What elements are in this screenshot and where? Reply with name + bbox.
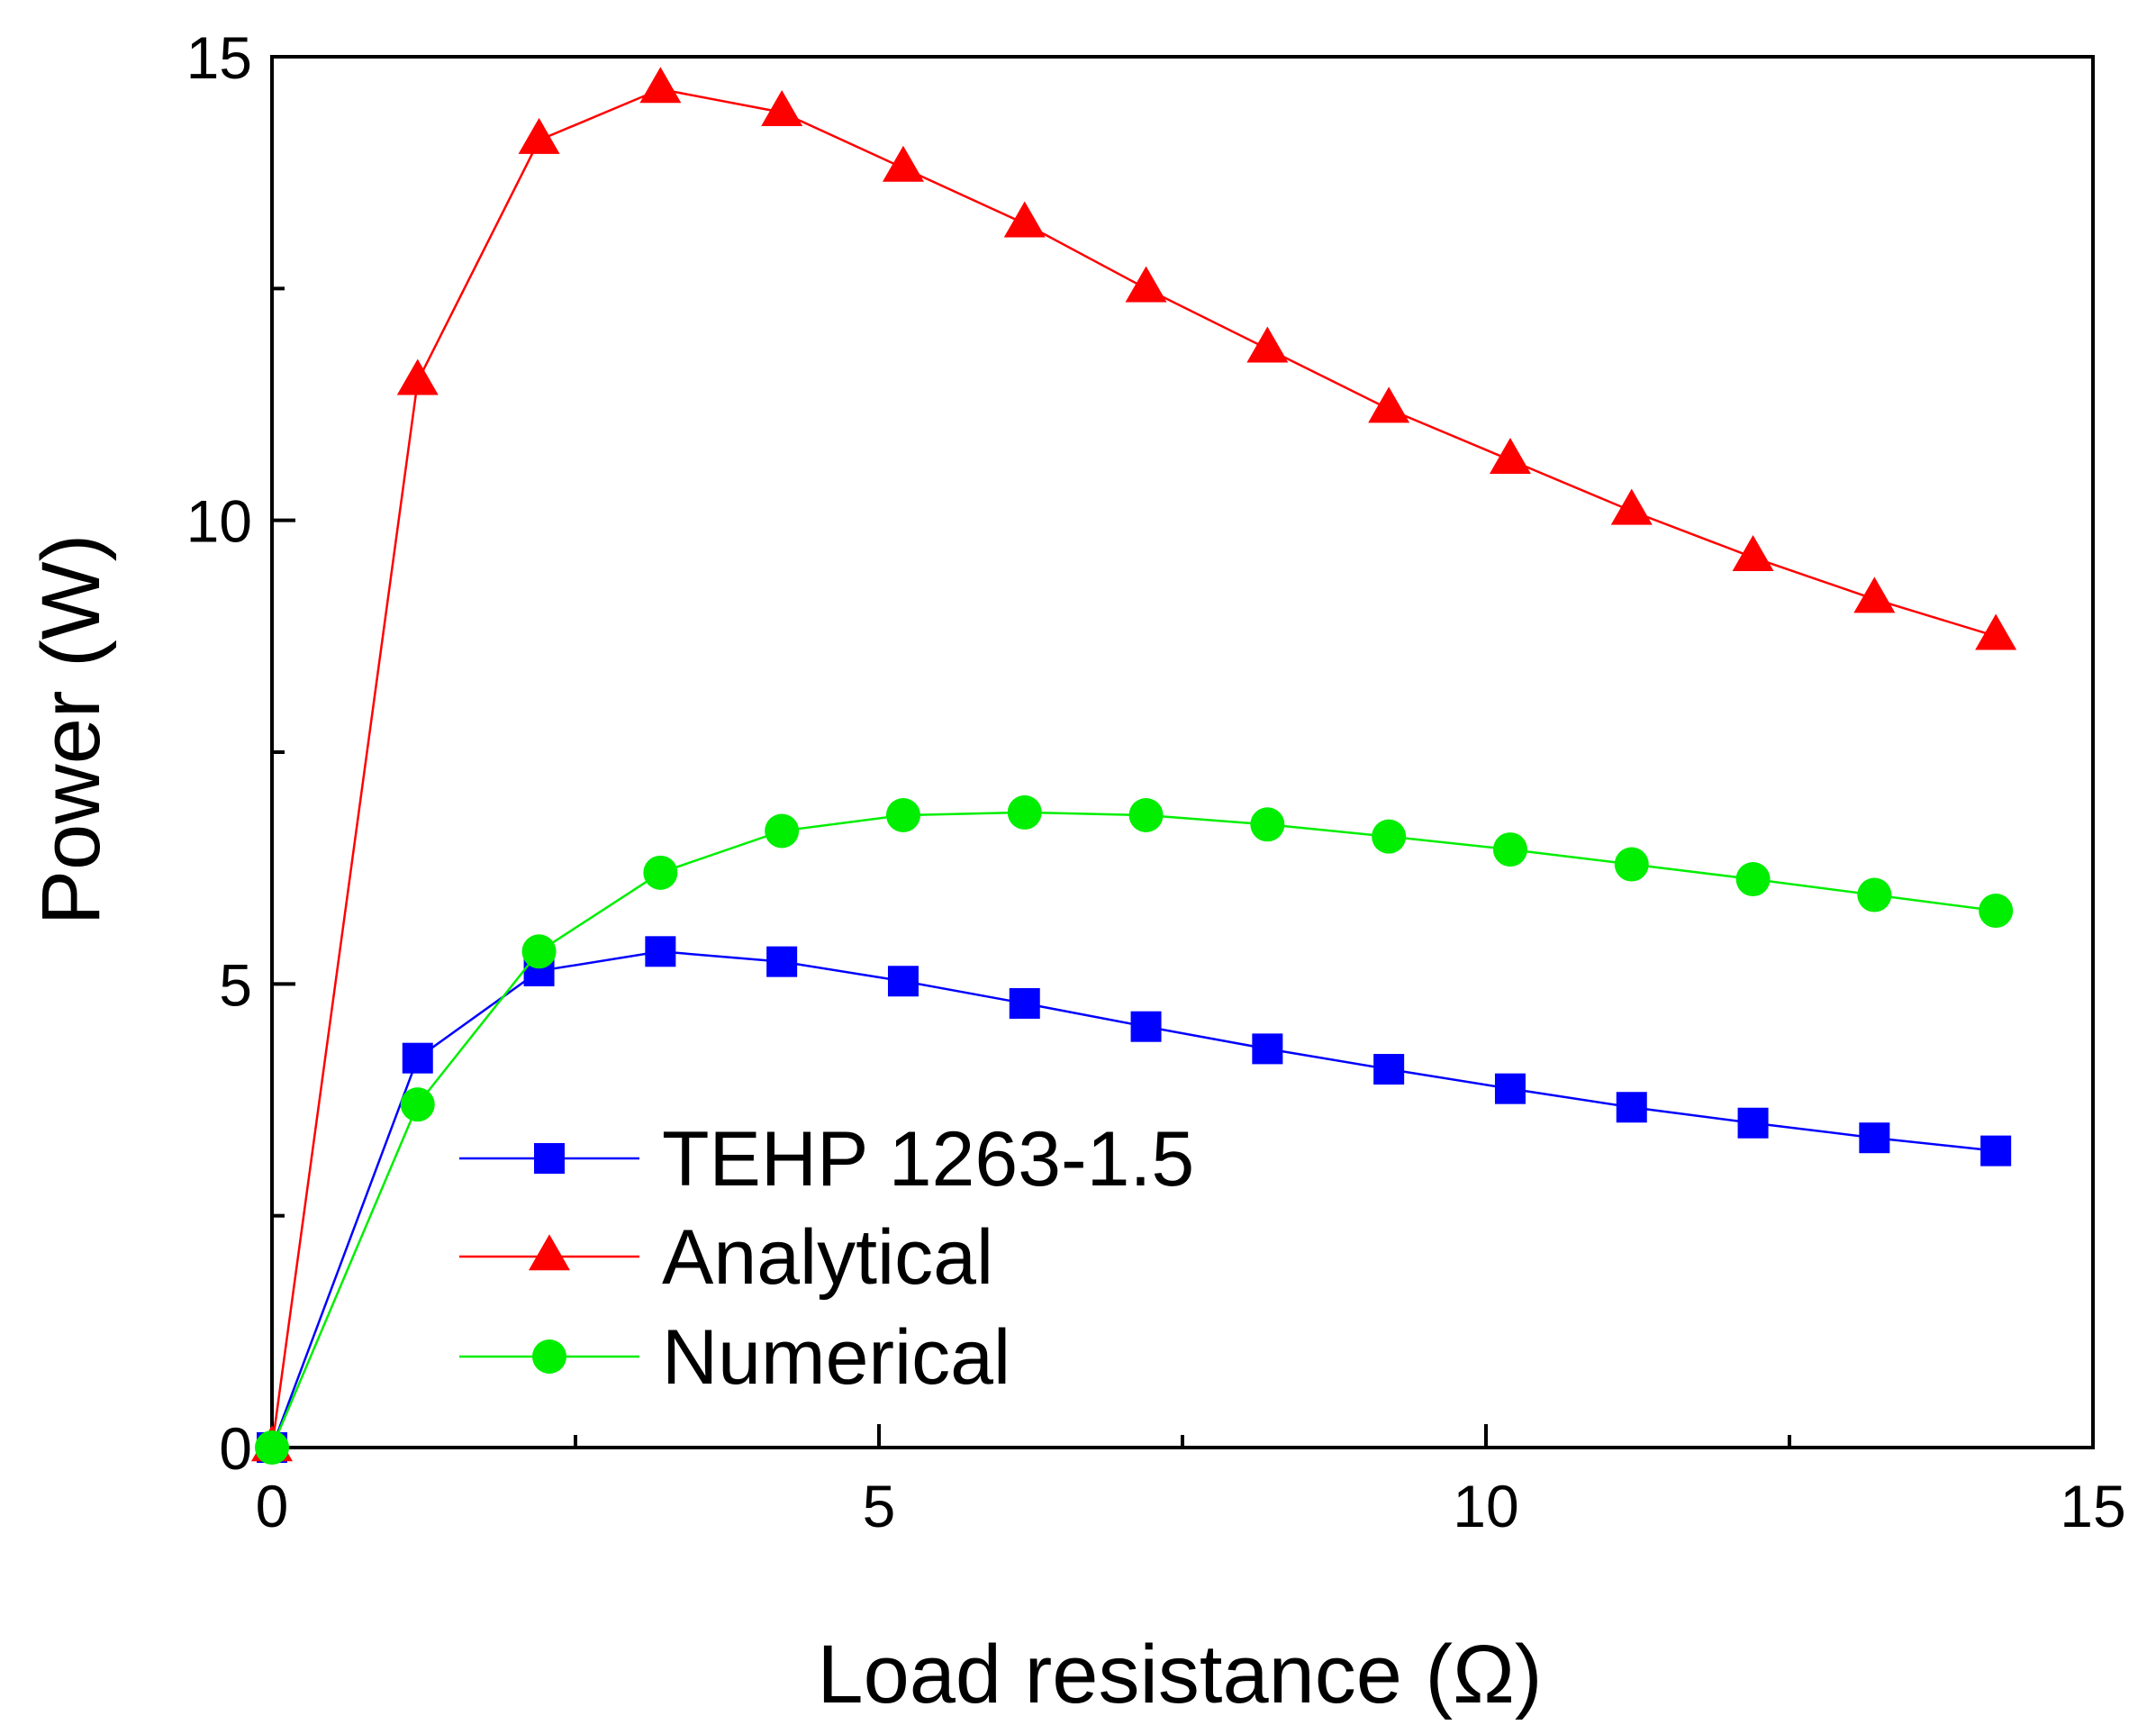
data-point-analytical <box>1368 386 1410 423</box>
y-axis-title: Power (W) <box>25 534 117 925</box>
data-point-tehp-1263-1-5 <box>1373 1054 1405 1085</box>
data-point-analytical <box>1975 613 2017 650</box>
series-group <box>251 67 2017 1465</box>
x-tick-label: 10 <box>1453 1473 1518 1539</box>
data-point-numerical <box>1128 797 1164 832</box>
legend-item-numerical: Numerical <box>459 1314 1010 1401</box>
data-point-tehp-1263-1-5 <box>1009 987 1040 1019</box>
data-point-analytical <box>639 67 682 104</box>
data-point-analytical <box>761 89 803 126</box>
data-point-analytical <box>882 145 924 182</box>
data-point-analytical <box>396 359 439 395</box>
legend: TEHP 1263-1.5 Analytical Numerical <box>459 1116 1194 1401</box>
data-point-numerical <box>521 934 557 969</box>
data-point-analytical <box>1246 326 1289 363</box>
legend-marker <box>534 1143 565 1174</box>
y-tick-label: 15 <box>186 24 252 91</box>
data-point-numerical <box>1857 877 1892 912</box>
plot-frame <box>270 55 2095 1449</box>
data-point-analytical <box>1610 488 1653 525</box>
data-point-analytical <box>1732 535 1774 572</box>
legend-label: Numerical <box>662 1314 1010 1401</box>
x-tick-label: 5 <box>863 1473 896 1539</box>
data-point-numerical <box>1007 794 1042 830</box>
y-tick-label: 5 <box>219 951 252 1018</box>
data-point-analytical <box>1125 266 1167 303</box>
data-point-analytical <box>1489 437 1531 474</box>
data-point-analytical <box>518 117 560 154</box>
data-point-tehp-1263-1-5 <box>1980 1135 2012 1167</box>
data-point-tehp-1263-1-5 <box>1494 1073 1526 1104</box>
data-point-analytical <box>1003 201 1046 238</box>
data-point-numerical <box>1372 819 1407 854</box>
data-point-analytical <box>1853 576 1896 613</box>
data-point-numerical <box>1492 832 1527 867</box>
series-numerical <box>255 794 2014 1465</box>
data-point-tehp-1263-1-5 <box>1859 1122 1890 1154</box>
legend-item-analytical: Analytical <box>459 1214 993 1301</box>
legend-item-tehp-1263-1-5: TEHP 1263-1.5 <box>459 1116 1194 1203</box>
data-point-tehp-1263-1-5 <box>1737 1107 1769 1139</box>
data-point-tehp-1263-1-5 <box>1252 1033 1283 1065</box>
data-point-tehp-1263-1-5 <box>1130 1011 1162 1042</box>
x-tick-label: 0 <box>256 1473 289 1539</box>
data-point-numerical <box>400 1087 435 1122</box>
data-point-numerical <box>1735 862 1771 897</box>
data-point-numerical <box>643 855 678 890</box>
series-analytical <box>251 67 2017 1462</box>
data-point-numerical <box>885 797 920 832</box>
legend-marker <box>529 1234 570 1271</box>
data-point-numerical <box>1250 807 1285 842</box>
axes: 0 5 10 15 0 5 10 15 <box>186 24 2126 1539</box>
x-axis-title: Load resistance (Ω) <box>817 1629 1542 1720</box>
y-tick-label: 0 <box>219 1415 252 1482</box>
legend-label: TEHP 1263-1.5 <box>662 1116 1194 1203</box>
data-point-tehp-1263-1-5 <box>645 936 676 967</box>
legend-marker <box>532 1339 566 1374</box>
data-point-numerical <box>1614 847 1649 882</box>
x-tick-label: 15 <box>2060 1473 2125 1539</box>
data-point-numerical <box>1979 894 2014 929</box>
data-point-tehp-1263-1-5 <box>402 1042 433 1074</box>
legend-label: Analytical <box>662 1214 993 1301</box>
data-point-tehp-1263-1-5 <box>1616 1092 1647 1123</box>
data-point-tehp-1263-1-5 <box>887 966 919 997</box>
y-tick-label: 10 <box>186 488 252 555</box>
data-point-tehp-1263-1-5 <box>766 946 798 977</box>
data-point-numerical <box>255 1430 289 1465</box>
data-point-numerical <box>765 813 800 849</box>
